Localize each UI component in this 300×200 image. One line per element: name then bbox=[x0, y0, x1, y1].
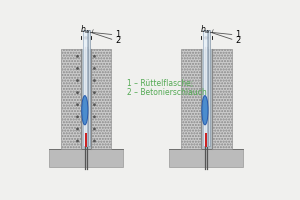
Circle shape bbox=[76, 140, 79, 142]
Circle shape bbox=[76, 128, 79, 130]
Polygon shape bbox=[88, 30, 90, 146]
Circle shape bbox=[93, 79, 96, 82]
Circle shape bbox=[93, 103, 96, 106]
Polygon shape bbox=[212, 49, 232, 149]
Text: 1: 1 bbox=[236, 30, 241, 39]
Ellipse shape bbox=[82, 96, 88, 125]
Text: 2: 2 bbox=[115, 36, 121, 45]
Text: 1 – Rüttelflasche;: 1 – Rüttelflasche; bbox=[127, 79, 193, 88]
Polygon shape bbox=[83, 30, 87, 146]
Polygon shape bbox=[205, 133, 208, 147]
Text: 2 – Betonierschlauch: 2 – Betonierschlauch bbox=[127, 88, 207, 97]
Circle shape bbox=[76, 67, 79, 70]
Polygon shape bbox=[201, 49, 212, 149]
Polygon shape bbox=[49, 149, 123, 167]
Polygon shape bbox=[203, 30, 207, 146]
Circle shape bbox=[76, 115, 79, 118]
Polygon shape bbox=[181, 49, 201, 149]
Polygon shape bbox=[61, 49, 81, 149]
Circle shape bbox=[76, 79, 79, 82]
Circle shape bbox=[76, 103, 79, 106]
Text: 2: 2 bbox=[236, 36, 241, 45]
Polygon shape bbox=[169, 149, 243, 167]
Text: 1: 1 bbox=[115, 30, 121, 39]
Circle shape bbox=[93, 128, 96, 130]
Circle shape bbox=[93, 140, 96, 142]
Text: $b_{w,i}$: $b_{w,i}$ bbox=[200, 23, 215, 36]
Polygon shape bbox=[85, 133, 87, 147]
Circle shape bbox=[76, 91, 79, 94]
Circle shape bbox=[93, 91, 96, 94]
Circle shape bbox=[93, 55, 96, 58]
Circle shape bbox=[93, 115, 96, 118]
Polygon shape bbox=[81, 49, 92, 149]
Circle shape bbox=[93, 67, 96, 70]
Text: $b_{w,i}$: $b_{w,i}$ bbox=[80, 23, 95, 36]
Ellipse shape bbox=[202, 96, 208, 125]
Polygon shape bbox=[92, 49, 111, 149]
Polygon shape bbox=[208, 30, 210, 146]
Circle shape bbox=[76, 55, 79, 58]
